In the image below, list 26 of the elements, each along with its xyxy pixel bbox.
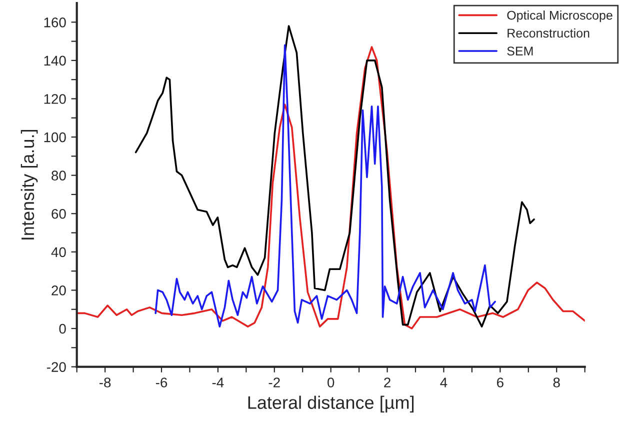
y-tick-label: 40 [51,247,66,258]
x-tick-label: -6 [156,378,168,388]
line-series [76,46,585,330]
x-tick-label: -2 [268,378,280,388]
y-tick-label: 20 [52,286,66,296]
y-tick-label: 160 [44,17,66,28]
y-axis-title: Intensity [a.u.] [20,130,38,240]
legend-label: Optical Microscope [507,10,612,22]
x-axis-title: Lateral distance [µm] [248,396,414,413]
y-tick-label: 120 [44,94,66,104]
y-tick-label: 60 [52,208,66,219]
x-tick-label: 6 [497,378,504,388]
x-tick-label: -8 [100,378,111,388]
x-tick-label: -4 [212,378,224,388]
y-tick-label: 140 [44,56,66,66]
y-tick-label: 100 [44,132,66,142]
legend-label: SEM [507,46,533,56]
x-tick-label: 2 [384,378,390,388]
x-tick-label: 8 [553,378,560,388]
y-tick-label: 80 [52,170,66,180]
x-tick-label: 0 [328,378,334,388]
y-tick-label: 0 [59,324,66,334]
y-tick-label: -20 [46,362,66,372]
x-tick-label: 4 [440,378,448,388]
line-series [154,44,496,328]
legend-label: Reconstruction [508,28,590,38]
